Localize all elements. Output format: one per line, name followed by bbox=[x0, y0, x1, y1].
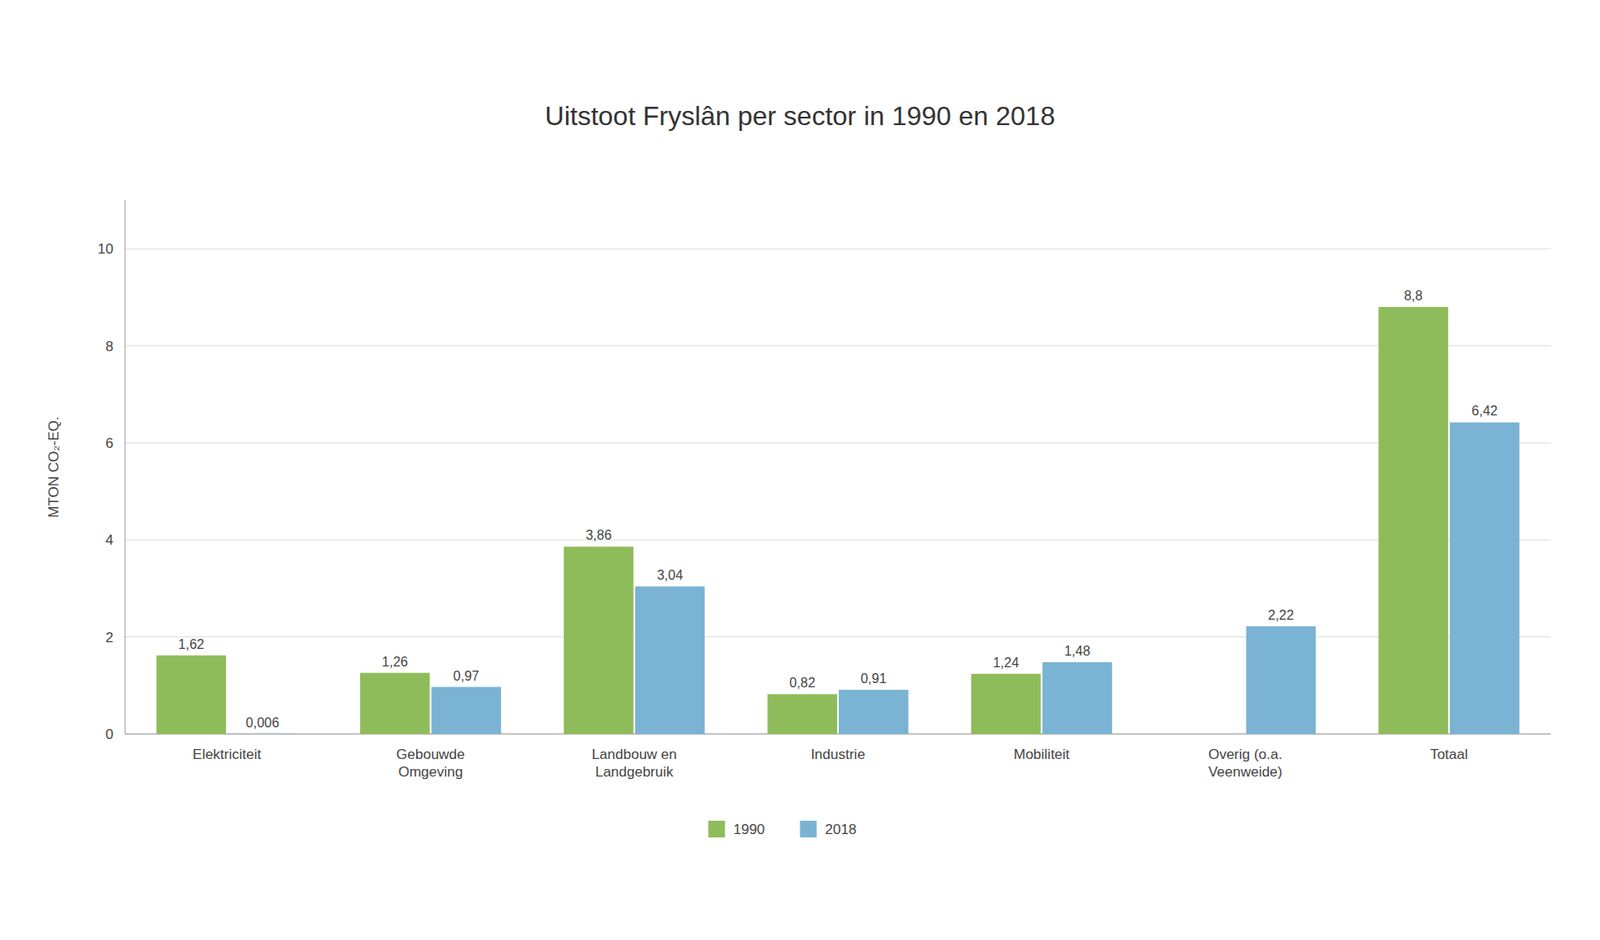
data-label: 1,48 bbox=[1063, 643, 1090, 658]
grid-line bbox=[125, 539, 1551, 541]
x-tick-label-line: Elektriciteit bbox=[192, 746, 261, 763]
data-label: 1,62 bbox=[178, 636, 205, 652]
data-label: 0,91 bbox=[860, 671, 887, 686]
bar bbox=[431, 687, 502, 734]
data-label: 3,04 bbox=[657, 567, 683, 582]
data-label: 0,006 bbox=[245, 715, 280, 730]
data-labels: 1,62 1,26 3,86 0,82 1,24 8,8 0,006 0,97 3,04 0,91… bbox=[178, 288, 1498, 730]
x-tick-label-line: Totaal bbox=[1429, 746, 1468, 763]
legend-swatch bbox=[708, 820, 726, 838]
data-label: 0,82 bbox=[789, 675, 816, 690]
data-label: 1,26 bbox=[381, 654, 408, 669]
chart-svg: Uitstoot Fryslân per sector in 1990 en 2… bbox=[0, 0, 1600, 940]
data-label: 8,8 bbox=[1404, 288, 1423, 303]
bars bbox=[156, 306, 1520, 734]
chart-title: Uitstoot Fryslân per sector in 1990 en 2… bbox=[545, 100, 1056, 131]
grid-line bbox=[125, 248, 1551, 250]
x-tick-label-line: Veenweide) bbox=[1208, 763, 1283, 780]
bar bbox=[971, 673, 1042, 734]
x-axis-line bbox=[125, 733, 1551, 735]
x-tick-label: Elektriciteit bbox=[192, 746, 261, 763]
grid-line bbox=[125, 441, 1551, 443]
data-label: 2,22 bbox=[1268, 607, 1295, 622]
bar bbox=[1174, 733, 1245, 735]
x-tick-label: Totaal bbox=[1429, 746, 1468, 763]
x-tick-label: Mobiliteit bbox=[1013, 746, 1070, 763]
y-tick-label: 0 bbox=[105, 726, 114, 743]
bar bbox=[1042, 662, 1113, 734]
data-label: 0,97 bbox=[453, 668, 480, 683]
bar bbox=[1246, 626, 1317, 734]
y-tick-label: 2 bbox=[105, 629, 114, 646]
bar bbox=[563, 546, 634, 734]
x-tick-label: Overig (o.a.Veenweide) bbox=[1208, 746, 1283, 780]
y-tick-label: 6 bbox=[105, 435, 114, 452]
bar bbox=[1449, 421, 1520, 734]
bar bbox=[227, 732, 298, 734]
bar bbox=[156, 655, 227, 734]
x-tick-label-line: Overig (o.a. bbox=[1208, 746, 1283, 763]
x-tick-label-line: Landbouw en bbox=[591, 746, 678, 763]
x-tick-label: Industrie bbox=[810, 746, 865, 763]
bar bbox=[767, 693, 838, 734]
y-axis-line bbox=[125, 200, 126, 734]
bar bbox=[635, 586, 706, 734]
x-tick-label-line: Gebouwde bbox=[396, 746, 465, 763]
legend: 1990 2018 bbox=[708, 820, 858, 838]
y-tick-label: 4 bbox=[105, 531, 114, 548]
legend-label: 2018 bbox=[825, 821, 858, 838]
x-tick-label-line: Landgebruik bbox=[595, 763, 674, 780]
chart-container: Uitstoot Fryslân per sector in 1990 en 2… bbox=[0, 0, 1600, 940]
bar bbox=[360, 672, 431, 734]
bar bbox=[838, 689, 909, 734]
data-label: 1,24 bbox=[993, 655, 1019, 670]
grid-line bbox=[125, 345, 1551, 347]
grid-line bbox=[125, 636, 1551, 637]
x-tick-label: Landbouw enLandgebruik bbox=[591, 746, 678, 780]
y-tick-label: 8 bbox=[105, 338, 114, 355]
bar bbox=[1378, 306, 1449, 734]
y-tick-label: 10 bbox=[97, 240, 114, 257]
x-tick-label-line: Industrie bbox=[810, 746, 865, 763]
x-tick-label-line: Omgeving bbox=[398, 763, 463, 780]
data-label: 3,86 bbox=[585, 527, 612, 542]
x-tick-label: GebouwdeOmgeving bbox=[396, 746, 465, 780]
data-label: 6,42 bbox=[1471, 403, 1498, 418]
y-axis-label: MTON CO₂-EQ. bbox=[45, 416, 62, 518]
grid bbox=[125, 248, 1551, 734]
x-tick-label-line: Mobiliteit bbox=[1013, 746, 1070, 763]
legend-swatch bbox=[800, 820, 818, 838]
grid-line bbox=[125, 733, 1551, 735]
legend-label: 1990 bbox=[733, 821, 766, 838]
